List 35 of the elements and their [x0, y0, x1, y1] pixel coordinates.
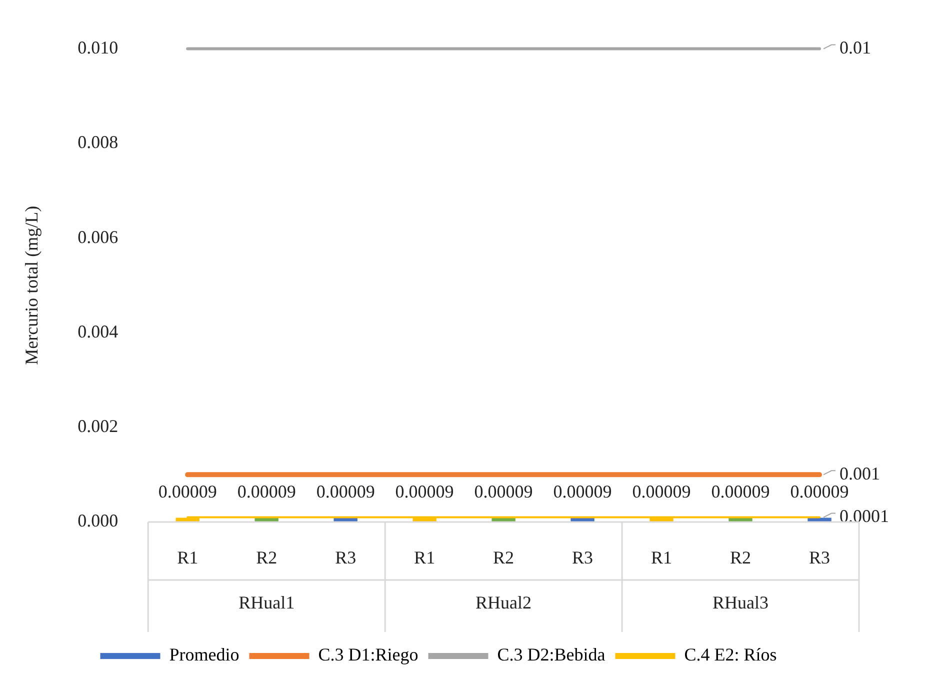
- data-label: 0.00009: [632, 481, 691, 502]
- y-tick-label: 0.010: [78, 38, 118, 58]
- y-tick-label: 0.000: [78, 510, 118, 531]
- x-tick-label: R3: [335, 548, 356, 568]
- data-label: 0.00009: [553, 481, 612, 502]
- x-tick-label: R3: [809, 548, 830, 568]
- data-label: 0.00009: [790, 481, 849, 502]
- y-axis-title: Mercurio total (mg/L): [22, 206, 42, 365]
- x-tick-label: R1: [414, 548, 436, 568]
- x-tick-label: R2: [730, 548, 752, 568]
- data-label: 0.00009: [316, 481, 375, 502]
- data-label: 0.00009: [237, 481, 296, 502]
- y-tick-label: 0.006: [78, 226, 118, 247]
- x-tick-label: R2: [256, 548, 278, 568]
- y-tick-label: 0.008: [78, 132, 118, 152]
- x-tick-label: R3: [572, 548, 594, 568]
- data-label: 0.00009: [711, 481, 770, 502]
- legend-label: Promedio: [169, 644, 240, 665]
- y-tick-label: 0.002: [78, 416, 118, 436]
- data-label: 0.0001: [840, 506, 890, 526]
- x-tick-label: R2: [493, 548, 514, 568]
- legend-label: C.3 D2:Bebida: [497, 644, 606, 665]
- x-tick-label: R1: [177, 548, 198, 568]
- y-tick-label: 0.004: [78, 321, 118, 342]
- data-label: 0.00009: [395, 481, 454, 502]
- text: RHual1: [238, 592, 295, 613]
- data-label: 0.01: [840, 38, 872, 58]
- legend-label: C.4 E2: Ríos: [684, 644, 777, 665]
- text: RHual3: [712, 592, 769, 613]
- data-label: 0.00009: [158, 481, 217, 502]
- data-label: 0.00009: [474, 481, 533, 502]
- data-label: 0.001: [840, 463, 880, 484]
- text: RHual2: [476, 592, 532, 613]
- legend-label: C.3 D1:Riego: [318, 644, 418, 665]
- x-tick-label: R1: [651, 548, 672, 568]
